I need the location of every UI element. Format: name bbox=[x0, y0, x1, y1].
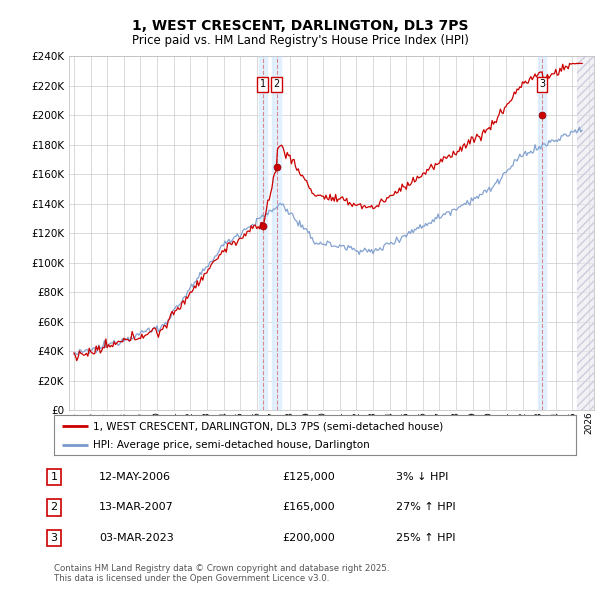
Bar bbox=[577, 56, 594, 410]
Text: 1, WEST CRESCENT, DARLINGTON, DL3 7PS: 1, WEST CRESCENT, DARLINGTON, DL3 7PS bbox=[132, 19, 468, 34]
Text: £200,000: £200,000 bbox=[282, 533, 335, 543]
Text: Price paid vs. HM Land Registry's House Price Index (HPI): Price paid vs. HM Land Registry's House … bbox=[131, 34, 469, 47]
Text: 3% ↓ HPI: 3% ↓ HPI bbox=[396, 472, 448, 481]
Bar bbox=[259, 56, 267, 410]
Bar bbox=[538, 56, 546, 410]
Text: 25% ↑ HPI: 25% ↑ HPI bbox=[396, 533, 455, 543]
Text: £125,000: £125,000 bbox=[282, 472, 335, 481]
Text: 03-MAR-2023: 03-MAR-2023 bbox=[99, 533, 174, 543]
Bar bbox=[272, 56, 281, 410]
Text: 3: 3 bbox=[50, 533, 58, 543]
Text: 3: 3 bbox=[539, 80, 545, 89]
Bar bbox=[577, 56, 594, 410]
Text: 2: 2 bbox=[50, 503, 58, 512]
Text: 1: 1 bbox=[50, 472, 58, 481]
Text: 13-MAR-2007: 13-MAR-2007 bbox=[99, 503, 174, 512]
Text: HPI: Average price, semi-detached house, Darlington: HPI: Average price, semi-detached house,… bbox=[93, 441, 370, 450]
Text: 27% ↑ HPI: 27% ↑ HPI bbox=[396, 503, 455, 512]
Text: 2: 2 bbox=[274, 80, 280, 89]
Text: 1: 1 bbox=[260, 80, 266, 89]
Text: 12-MAY-2006: 12-MAY-2006 bbox=[99, 472, 171, 481]
Text: £165,000: £165,000 bbox=[282, 503, 335, 512]
Text: Contains HM Land Registry data © Crown copyright and database right 2025.
This d: Contains HM Land Registry data © Crown c… bbox=[54, 563, 389, 583]
Text: 1, WEST CRESCENT, DARLINGTON, DL3 7PS (semi-detached house): 1, WEST CRESCENT, DARLINGTON, DL3 7PS (s… bbox=[93, 421, 443, 431]
